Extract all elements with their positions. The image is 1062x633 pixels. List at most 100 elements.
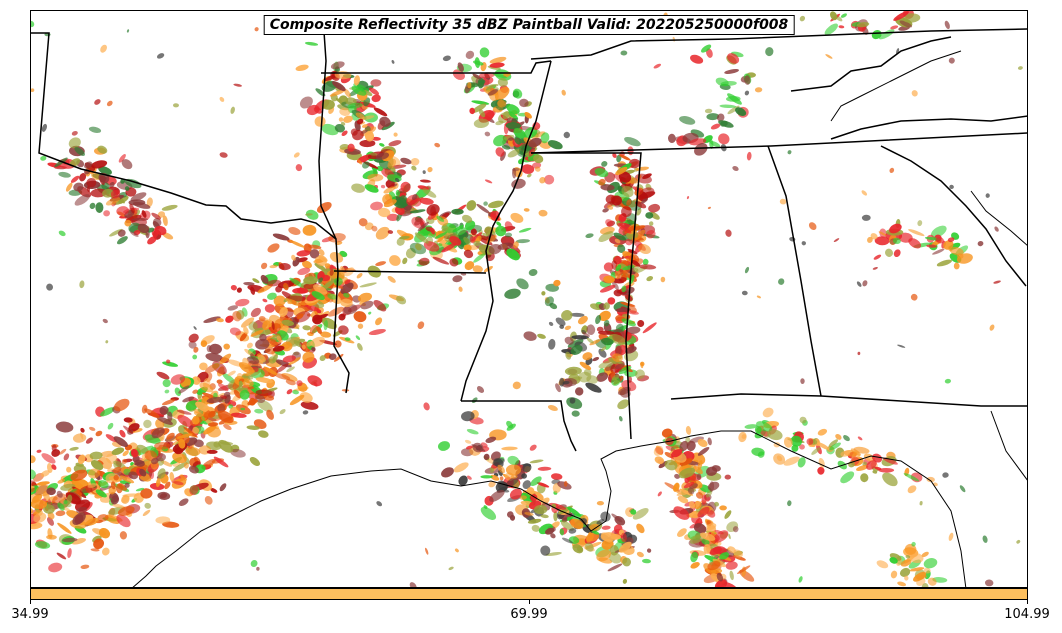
reflectivity-blob — [121, 458, 128, 464]
reflectivity-blob — [620, 50, 628, 56]
reflectivity-blob — [716, 113, 725, 122]
reflectivity-blob — [551, 473, 563, 480]
reflectivity-blob — [512, 167, 520, 172]
reflectivity-blob — [596, 549, 612, 562]
reflectivity-blob — [98, 528, 111, 539]
reflectivity-blob — [223, 343, 230, 350]
reflectivity-blob — [302, 410, 309, 415]
reflectivity-blob — [471, 397, 478, 404]
reflectivity-blob — [333, 353, 344, 362]
reflectivity-blob — [418, 257, 430, 266]
reflectivity-blob — [603, 275, 615, 284]
reflectivity-blob — [898, 232, 913, 243]
reflectivity-blob — [714, 579, 728, 587]
reflectivity-blob — [615, 345, 622, 355]
reflectivity-blob — [679, 440, 689, 452]
reflectivity-blob — [585, 233, 594, 239]
reflectivity-blob — [893, 249, 901, 258]
reflectivity-blob — [312, 314, 323, 325]
reflectivity-blob — [522, 480, 532, 490]
reflectivity-blob — [582, 352, 593, 361]
reflectivity-blob — [178, 498, 189, 507]
reflectivity-blob — [601, 525, 611, 530]
reflectivity-blob — [324, 263, 331, 269]
reflectivity-blob — [949, 184, 954, 190]
reflectivity-blob — [100, 407, 115, 417]
reflectivity-blob — [174, 387, 182, 397]
reflectivity-blob — [856, 281, 862, 287]
reflectivity-blob — [521, 473, 527, 479]
reflectivity-blob — [219, 483, 227, 492]
reflectivity-blob — [741, 290, 748, 296]
reflectivity-blob — [719, 552, 730, 560]
reflectivity-blob — [419, 197, 434, 205]
reflectivity-blob — [635, 201, 647, 209]
reflectivity-blob — [874, 236, 890, 246]
reflectivity-blob — [642, 322, 657, 334]
reflectivity-blob — [646, 276, 654, 282]
reflectivity-blob — [706, 523, 717, 530]
reflectivity-blob — [71, 538, 86, 545]
reflectivity-blob — [605, 219, 614, 227]
reflectivity-blob — [116, 514, 131, 528]
reflectivity-blob — [744, 75, 751, 85]
reflectivity-blob — [119, 475, 135, 484]
reflectivity-blob — [671, 449, 683, 458]
reflectivity-blob — [741, 434, 747, 439]
reflectivity-blob — [434, 231, 448, 239]
reflectivity-blob — [529, 444, 537, 451]
reflectivity-blob — [347, 102, 363, 109]
reflectivity-blob — [900, 559, 912, 567]
reflectivity-blob — [146, 197, 153, 207]
reflectivity-blob — [479, 79, 486, 86]
reflectivity-blob — [340, 298, 353, 308]
reflectivity-blob — [504, 221, 513, 231]
reflectivity-blob — [260, 262, 268, 270]
reflectivity-blob — [484, 179, 493, 184]
reflectivity-blob — [79, 280, 85, 289]
reflectivity-blob — [909, 553, 924, 564]
reflectivity-blob — [483, 201, 488, 206]
reflectivity-blob — [603, 262, 614, 272]
reflectivity-blob — [478, 109, 486, 118]
reflectivity-blob — [216, 379, 223, 384]
reflectivity-blob — [679, 488, 694, 496]
reflectivity-blob — [449, 258, 459, 267]
reflectivity-blob — [693, 465, 703, 475]
reflectivity-blob — [388, 140, 402, 147]
reflectivity-blob — [710, 123, 721, 130]
reflectivity-blob — [178, 438, 186, 449]
reflectivity-blob — [207, 406, 215, 412]
reflectivity-blob — [119, 429, 126, 438]
reflectivity-blob — [778, 278, 785, 285]
reflectivity-blob — [95, 430, 103, 437]
reflectivity-blob — [69, 446, 79, 451]
reflectivity-blob — [203, 316, 221, 324]
reflectivity-blob — [344, 337, 351, 341]
reflectivity-blob — [911, 90, 918, 97]
reflectivity-blob — [690, 551, 699, 563]
reflectivity-blob — [300, 401, 319, 410]
reflectivity-blob — [602, 208, 609, 213]
reflectivity-blob — [339, 143, 350, 150]
reflectivity-blob — [338, 325, 349, 335]
reflectivity-blob — [288, 357, 301, 366]
reflectivity-blob — [726, 95, 741, 102]
reflectivity-blob — [572, 544, 584, 554]
reflectivity-blob — [646, 548, 652, 553]
reflectivity-blob — [673, 482, 680, 492]
reflectivity-blob — [693, 523, 707, 534]
reflectivity-blob — [709, 481, 715, 492]
reflectivity-blob — [762, 407, 774, 418]
reflectivity-blob — [235, 298, 250, 307]
reflectivity-blob — [515, 239, 530, 244]
reflectivity-blob — [411, 165, 417, 171]
reflectivity-blob — [499, 476, 504, 481]
reflectivity-blob — [512, 381, 521, 390]
reflectivity-blob — [876, 560, 889, 569]
reflectivity-blob — [240, 317, 255, 328]
reflectivity-blob — [856, 464, 869, 472]
reflectivity-blob — [173, 103, 179, 108]
reflectivity-blob — [555, 383, 561, 393]
reflectivity-blob — [596, 372, 609, 382]
